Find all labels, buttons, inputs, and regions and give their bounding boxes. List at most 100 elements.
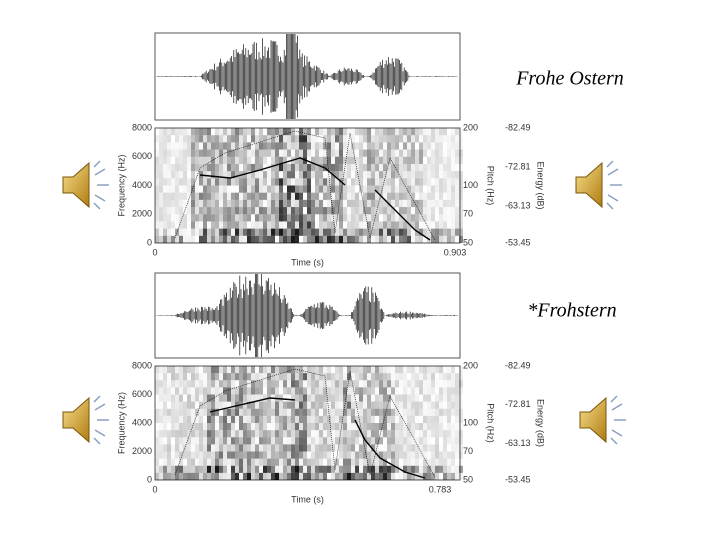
spectrogram-cell (439, 185, 443, 193)
spectrogram-cell (427, 207, 431, 215)
spectrogram-cell (299, 387, 303, 395)
spectrogram-cell (391, 178, 395, 186)
spectrogram-cell (291, 235, 295, 243)
spectrogram-cell (195, 402, 199, 409)
sound-icon[interactable] (62, 160, 110, 210)
spectrogram-cell (171, 199, 175, 208)
spectrogram-cell (191, 415, 195, 423)
spectrogram-cell (163, 394, 167, 402)
spectrogram-cell (267, 178, 271, 185)
spectrogram-cell (259, 465, 263, 473)
spectrogram-cell (311, 444, 315, 452)
spectrogram-cell (179, 199, 183, 208)
spectrogram-cell (215, 192, 219, 200)
spectrogram-cell (263, 156, 267, 164)
spectrogram-cell (455, 408, 459, 416)
spectrogram-cell (423, 472, 427, 480)
spectrogram-cell (215, 228, 219, 236)
spectrogram-cell (283, 465, 287, 473)
sound-icon[interactable] (575, 160, 623, 210)
spectrogram-cell (319, 437, 323, 445)
spectrogram-cell (379, 380, 383, 388)
spectrogram-cell (247, 135, 251, 142)
spectrogram-cell (207, 451, 211, 459)
spectrogram-cell (303, 366, 307, 374)
spectrogram-cell (451, 235, 455, 243)
spectrogram-cell (223, 437, 227, 445)
spectrogram-cell (303, 423, 307, 431)
spectrogram-cell (203, 444, 207, 452)
time-tick-label: 0 (152, 484, 157, 494)
spectrogram-cell (423, 142, 427, 150)
spectrogram-cell (347, 221, 351, 229)
spectrogram-cell (231, 228, 235, 236)
spectrogram-cell (439, 465, 443, 473)
spectrogram-cell (167, 394, 171, 402)
sound-icon[interactable] (62, 395, 110, 445)
spectrogram-cell (279, 387, 283, 394)
spectrogram-cell (411, 163, 415, 172)
spectrogram-cell (415, 465, 419, 473)
spectrogram-cell (215, 156, 219, 164)
spectrogram-cell (175, 423, 179, 431)
spectrogram-cell (451, 451, 455, 459)
spectrogram-cell (355, 387, 359, 395)
spectrogram-cell (323, 459, 327, 466)
spectrogram-cell (287, 178, 291, 186)
spectrogram-cell (255, 394, 259, 402)
spectrogram-cell (263, 178, 267, 186)
spectrogram-cell (411, 380, 415, 388)
spectrogram-cell (187, 149, 191, 157)
spectrogram-cell (391, 402, 395, 409)
spectrogram-cell (367, 135, 371, 143)
spectrogram-cell (187, 207, 191, 215)
spectrogram-cell (191, 430, 195, 438)
spectrogram-cell (267, 171, 271, 179)
spectrogram-cell (351, 228, 355, 236)
spectrogram-cell (331, 401, 335, 409)
spectrogram-cell (415, 458, 419, 466)
spectrogram-cell (403, 416, 407, 423)
spectrogram-cell (327, 156, 331, 164)
spectrogram-cell (183, 380, 187, 388)
spectrogram-cell (171, 207, 175, 214)
spectrogram-cell (275, 458, 279, 466)
spectrogram-cell (287, 221, 291, 229)
spectrogram-cell (175, 394, 179, 402)
spectrogram-cell (411, 214, 415, 222)
spectrogram-cell (335, 366, 339, 374)
spectrogram-cell (167, 235, 171, 243)
spectrogram-cell (263, 171, 267, 179)
spectrogram-cell (295, 458, 299, 466)
spectrogram-cell (387, 156, 391, 164)
spectrogram-cell (207, 380, 211, 388)
spectrogram-cell (347, 458, 351, 466)
spectrogram-cell (391, 423, 395, 431)
spectrogram-cell (219, 192, 223, 200)
spectrogram-cell (347, 423, 351, 431)
spectrogram-cell (291, 199, 295, 208)
spectrogram-cell (223, 192, 227, 200)
spectrogram-cell (403, 444, 407, 452)
spectrogram-cell (231, 156, 235, 164)
spectrogram-cell (363, 171, 367, 179)
spectrogram-cell (255, 142, 259, 150)
spectrogram-cell (371, 135, 375, 143)
spectrogram-cell (315, 408, 319, 416)
spectrogram-cell (287, 408, 291, 416)
spectrogram-cell (403, 228, 407, 236)
spectrogram-cell (299, 472, 303, 480)
spectrogram-cell (259, 387, 263, 395)
spectrogram-cell (335, 156, 339, 164)
spectrogram-cell (359, 423, 363, 431)
spectrogram-cell (159, 472, 163, 480)
spectrogram-cell (163, 207, 167, 215)
spectrogram-cell (231, 135, 235, 143)
spectrogram-cell (183, 451, 187, 459)
spectrogram-cell (419, 178, 423, 186)
spectrogram-cell (187, 394, 191, 402)
spectrogram-cell (407, 401, 411, 409)
spectrogram-cell (207, 228, 211, 236)
sound-icon[interactable] (579, 395, 627, 445)
spectrogram-cell (411, 366, 415, 374)
